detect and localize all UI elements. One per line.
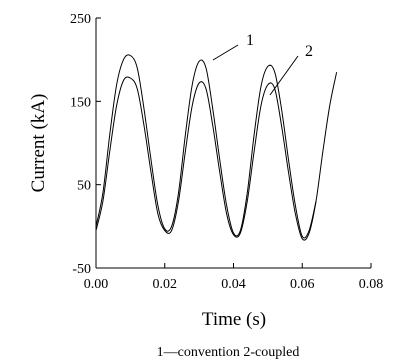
x-tick-label: 0.06: [290, 277, 315, 292]
series-2-leader-line: [269, 55, 299, 96]
series-2-line: [95, 72, 338, 241]
x-axis-ticks: 0.00 0.02 0.04 0.06 0.08: [84, 263, 384, 292]
x-tick-label: 0.00: [84, 277, 109, 292]
y-axis-title: Current (kA): [28, 94, 49, 193]
y-tick-label: 250: [70, 12, 91, 27]
y-axis-ticks: -50 50 150 250: [70, 12, 101, 277]
series-1-label: 1: [246, 32, 254, 49]
series-1-leader-line: [212, 44, 239, 61]
series-1-line: [95, 54, 317, 239]
chart-caption: 1—convention 2-coupled: [157, 345, 300, 360]
series-group: [95, 54, 338, 241]
x-tick-label: 0.02: [153, 277, 178, 292]
y-tick-label: 50: [77, 179, 91, 194]
x-tick-label: 0.04: [221, 277, 246, 292]
x-tick-label: 0.08: [359, 277, 384, 292]
x-axis-title: Time (s): [202, 309, 266, 330]
series-2-label: 2: [305, 43, 313, 60]
y-tick-label: 150: [70, 95, 91, 110]
y-tick-label: -50: [72, 262, 91, 277]
